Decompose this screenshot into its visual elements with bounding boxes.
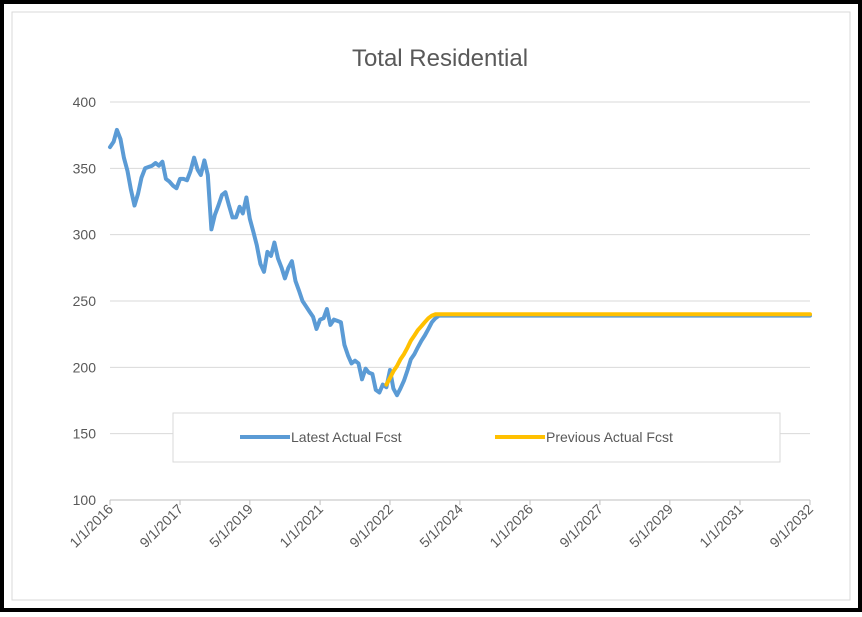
legend-label: Previous Actual Fcst (546, 429, 673, 445)
y-tick-label: 300 (73, 227, 97, 243)
y-tick-label: 350 (73, 160, 97, 176)
y-tick-label: 150 (73, 426, 97, 442)
y-tick-label: 200 (73, 359, 97, 375)
y-tick-label: 400 (73, 94, 97, 110)
y-tick-label: 250 (73, 293, 97, 309)
legend-label: Latest Actual Fcst (291, 429, 402, 445)
series-line (108, 127, 812, 398)
legend: Latest Actual Fcst Previous Actual Fcst (240, 429, 673, 445)
lines (108, 127, 812, 398)
y-tick-label: 100 (73, 492, 97, 508)
chart-title: Total Residential (352, 45, 528, 72)
series-line (384, 312, 812, 387)
chart-area (11, 11, 851, 601)
